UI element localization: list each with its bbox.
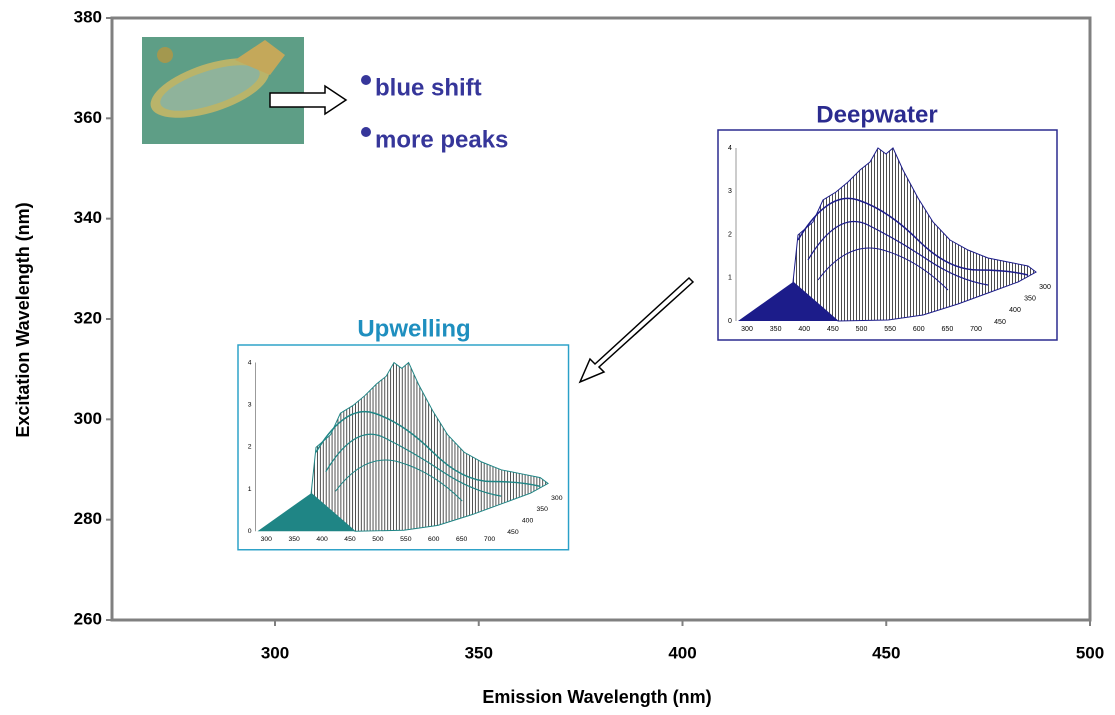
inset-y-tick-label: 300 [1039,284,1051,291]
x-tick-label: 400 [668,643,696,662]
inset-x-tick-label: 650 [456,536,468,543]
inset-y-tick-label: 350 [537,506,549,513]
y-tick-label: 360 [74,108,102,127]
inset-y-tick-label: 450 [994,319,1006,326]
photo [142,37,304,144]
y-tick-label: 280 [74,509,102,528]
arrow [578,276,695,384]
inset-x-tick-label: 350 [288,536,300,543]
inset-x-tick-label: 700 [970,326,982,333]
inset-x-tick-label: 650 [942,326,954,333]
inset-x-tick-label: 400 [316,536,328,543]
x-tick-label: 500 [1076,643,1104,662]
inset-x-tick-label: 600 [913,326,925,333]
inset-x-tick-label: 550 [400,536,412,543]
inset-x-tick-label: 400 [798,326,810,333]
inset-title: Upwelling [357,315,470,342]
annotation: blue shift [375,74,482,101]
inset-z-tick-label: 3 [728,188,732,195]
inset-title: Deepwater [816,101,937,128]
arrow [269,84,348,116]
inset-z-tick-label: 1 [728,275,732,282]
x-tick-label: 350 [465,643,493,662]
x-tick-label: 450 [872,643,900,662]
inset-y-tick-label: 400 [1009,307,1021,314]
inset-y-tick-label: 400 [522,518,534,525]
inset-x-tick-label: 450 [827,326,839,333]
inset-z-tick-label: 1 [248,486,252,493]
bullet [361,75,371,85]
y-tick-label: 260 [74,609,102,628]
x-axis-title: Emission Wavelength (nm) [482,687,711,707]
inset-x-tick-label: 450 [344,536,356,543]
inset-z-tick-label: 0 [728,318,732,325]
inset-x-tick-label: 300 [741,326,753,333]
inset-x-tick-label: 600 [428,536,440,543]
annotation: more peaks [375,126,508,153]
inset-z-tick-label: 4 [728,145,732,152]
inset-x-tick-label: 700 [484,536,496,543]
y-tick-label: 340 [74,208,102,227]
inset-z-tick-label: 2 [248,444,252,451]
inset-x-tick-label: 300 [261,536,273,543]
inset-y-tick-label: 350 [1024,296,1036,303]
inset-x-tick-label: 350 [770,326,782,333]
y-tick-label: 300 [74,409,102,428]
inset-x-tick-label: 500 [856,326,868,333]
inset-z-tick-label: 0 [248,528,252,535]
inset-x-tick-label: 550 [884,326,896,333]
inset-x-tick-label: 500 [372,536,384,543]
bullet [361,127,371,137]
y-axis-title: Excitation Wavelength (nm) [13,202,33,437]
y-tick-label: 380 [74,7,102,26]
inset-z-tick-label: 4 [248,359,252,366]
inset-z-tick-label: 3 [248,402,252,409]
y-tick-label: 320 [74,308,102,327]
inset-y-tick-label: 450 [507,529,519,536]
x-tick-label: 300 [261,643,289,662]
inset-y-tick-label: 300 [551,495,563,502]
inset-z-tick-label: 2 [728,231,732,238]
